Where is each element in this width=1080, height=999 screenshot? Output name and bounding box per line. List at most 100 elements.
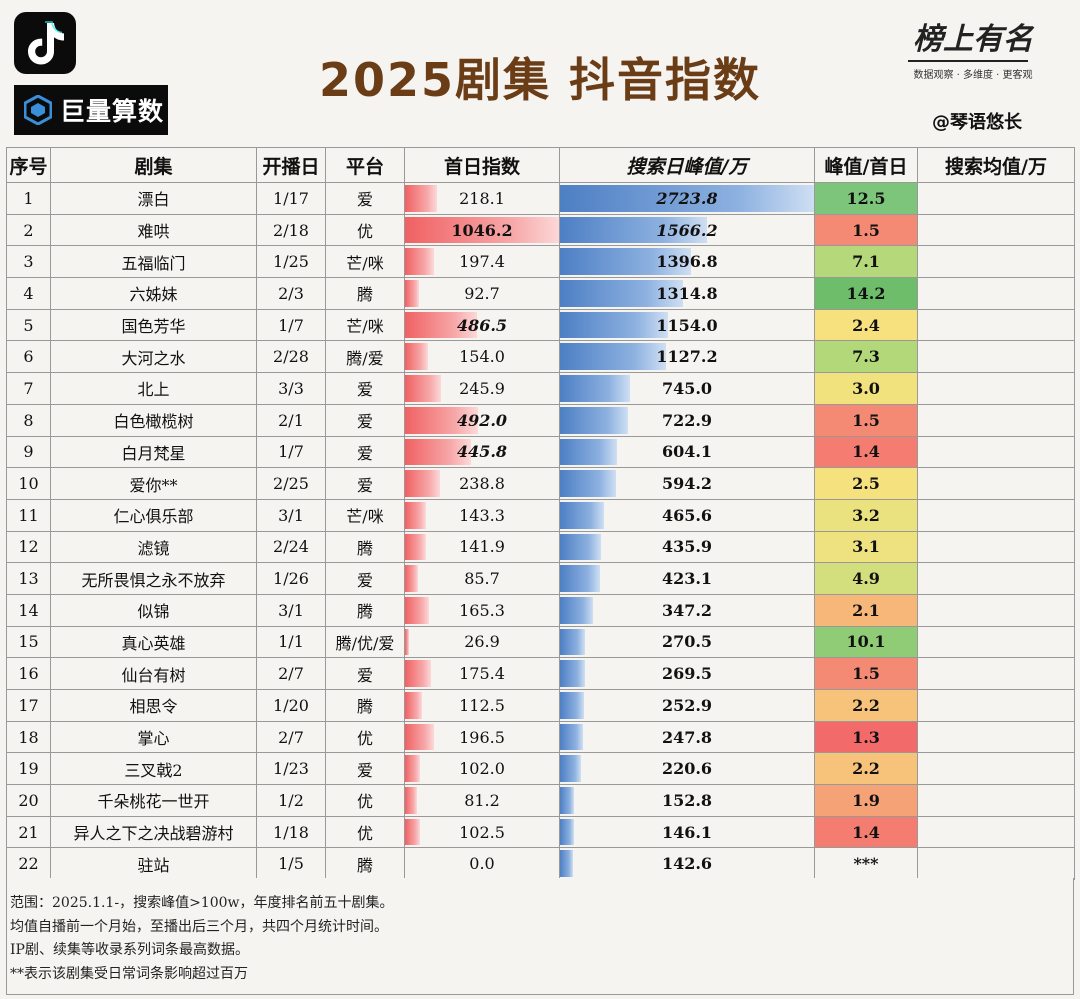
platform-cell: 优	[325, 213, 405, 247]
platform-cell: 腾	[325, 530, 405, 564]
air-date-cell: 2/18	[256, 213, 326, 247]
table-row: 9 白月梵星 1/7 爱 445.8 604.1 1.4	[6, 435, 1075, 469]
platform-cell: 爱	[325, 372, 405, 405]
search-peak-bar	[560, 311, 668, 339]
first-day-cell: 102.5	[404, 815, 560, 849]
platform-cell: 爱	[325, 403, 405, 437]
search-peak-cell: 423.1	[559, 562, 815, 595]
first-day-bar	[405, 787, 417, 814]
search-avg-cell	[917, 467, 1075, 500]
search-peak-cell: 270.5	[559, 625, 815, 659]
search-avg-cell	[917, 277, 1075, 310]
search-peak-value: 270.5	[661, 632, 713, 652]
search-peak-cell: 745.0	[559, 372, 815, 405]
first-day-cell: 141.9	[404, 530, 560, 564]
search-peak-value: 152.8	[661, 790, 713, 810]
air-date-cell: 1/7	[256, 308, 326, 342]
search-peak-value: 1127.2	[656, 347, 718, 367]
first-day-value: 154.0	[459, 347, 505, 367]
col-header-rank: 序号	[6, 147, 51, 183]
search-peak-value: 2723.8	[656, 188, 718, 208]
search-peak-cell: 347.2	[559, 593, 815, 627]
drama-name-cell: 仁心俱乐部	[50, 498, 257, 532]
col-header-name: 剧集	[50, 147, 257, 183]
first-day-cell: 26.9	[404, 625, 560, 659]
search-peak-bar	[560, 185, 814, 212]
rank-cell: 16	[6, 657, 51, 690]
first-day-value: 81.2	[464, 790, 500, 810]
first-day-bar	[405, 501, 426, 529]
ratio-cell: 1.9	[814, 784, 918, 817]
first-day-value: 245.9	[459, 378, 505, 398]
search-peak-bar	[560, 723, 583, 751]
first-day-value: 238.8	[459, 474, 505, 494]
air-date-cell: 1/5	[256, 847, 326, 881]
drama-name-cell: 无所畏惧之永不放弃	[50, 562, 257, 595]
ratio-cell: 1.5	[814, 213, 918, 247]
rank-cell: 14	[6, 593, 51, 627]
search-peak-value: 435.9	[661, 537, 713, 557]
first-day-bar	[405, 343, 428, 371]
search-peak-value: 594.2	[661, 474, 713, 494]
rank-cell: 1	[6, 182, 51, 215]
ratio-cell: 4.9	[814, 562, 918, 595]
first-day-bar	[405, 438, 471, 466]
table-row: 22 驻站 1/5 腾 0.0 142.6 ***	[6, 847, 1075, 881]
table-row: 17 相思令 1/20 腾 112.5 252.9 2.2	[6, 689, 1075, 722]
search-avg-cell	[917, 498, 1075, 532]
search-peak-bar	[560, 406, 628, 434]
ratio-cell: 1.3	[814, 720, 918, 754]
search-avg-cell	[917, 403, 1075, 437]
brand-slogan: 数据观察 · 多维度 · 更客观	[913, 70, 1033, 81]
search-peak-bar	[560, 628, 585, 656]
first-day-cell: 486.5	[404, 308, 560, 342]
search-peak-cell: 722.9	[559, 403, 815, 437]
first-day-bar	[405, 596, 429, 624]
air-date-cell: 1/18	[256, 815, 326, 849]
ratio-cell: 7.3	[814, 340, 918, 374]
drama-name-cell: 国色芳华	[50, 308, 257, 342]
brand-divider	[908, 60, 1028, 62]
first-day-value: 141.9	[459, 537, 505, 557]
table-row: 7 北上 3/3 爱 245.9 745.0 3.0	[6, 372, 1075, 405]
first-day-cell: 1046.2	[404, 213, 560, 247]
rank-cell: 21	[6, 815, 51, 849]
first-day-bar	[405, 533, 426, 561]
search-peak-cell: 152.8	[559, 784, 815, 817]
rank-cell: 7	[6, 372, 51, 405]
search-peak-bar	[560, 248, 691, 276]
first-day-cell: 0.0	[404, 847, 560, 881]
first-day-bar	[405, 755, 420, 783]
footnotes: 范围：2025.1.1-，搜索峰值>100w，年度排名前五十剧集。 均值自播前一…	[6, 878, 1074, 995]
drama-name-cell: 爱你**	[50, 467, 257, 500]
table-header-row: 序号 剧集 开播日 平台 首日指数 搜索日峰值/万 峰值/首日 搜索均值/万	[6, 147, 1075, 183]
platform-cell: 腾	[325, 593, 405, 627]
first-day-value: 112.5	[459, 695, 505, 715]
ranking-table: 序号 剧集 开播日 平台 首日指数 搜索日峰值/万 峰值/首日 搜索均值/万 1…	[6, 147, 1075, 881]
table-row: 5 国色芳华 1/7 芒/咪 486.5 1154.0 2.4	[6, 308, 1075, 342]
table-row: 2 难哄 2/18 优 1046.2 1566.2 1.5	[6, 213, 1075, 247]
author-handle: @琴语悠长	[932, 112, 1022, 133]
search-peak-value: 220.6	[661, 759, 713, 779]
first-day-cell: 92.7	[404, 277, 560, 310]
first-day-bar	[405, 216, 559, 244]
platform-cell: 腾	[325, 277, 405, 310]
ratio-cell: 2.1	[814, 593, 918, 627]
search-avg-cell	[917, 657, 1075, 690]
first-day-cell: 165.3	[404, 593, 560, 627]
search-peak-cell: 1154.0	[559, 308, 815, 342]
table-row: 12 滤镜 2/24 腾 141.9 435.9 3.1	[6, 530, 1075, 564]
air-date-cell: 1/26	[256, 562, 326, 595]
footnote-ip: IP剧、续集等收录系列词条最高数据。	[10, 942, 249, 959]
brand-name: 榜上有名	[913, 22, 1033, 57]
table-row: 19 三叉戟2 1/23 爱 102.0 220.6 2.2	[6, 752, 1075, 786]
search-peak-value: 247.8	[661, 727, 713, 747]
first-day-value: 196.5	[459, 727, 505, 747]
search-peak-cell: 252.9	[559, 689, 815, 722]
platform-cell: 优	[325, 784, 405, 817]
first-day-bar	[405, 565, 418, 592]
search-peak-cell: 146.1	[559, 815, 815, 849]
search-peak-value: 252.9	[661, 695, 713, 715]
search-avg-cell	[917, 182, 1075, 215]
search-avg-cell	[917, 784, 1075, 817]
